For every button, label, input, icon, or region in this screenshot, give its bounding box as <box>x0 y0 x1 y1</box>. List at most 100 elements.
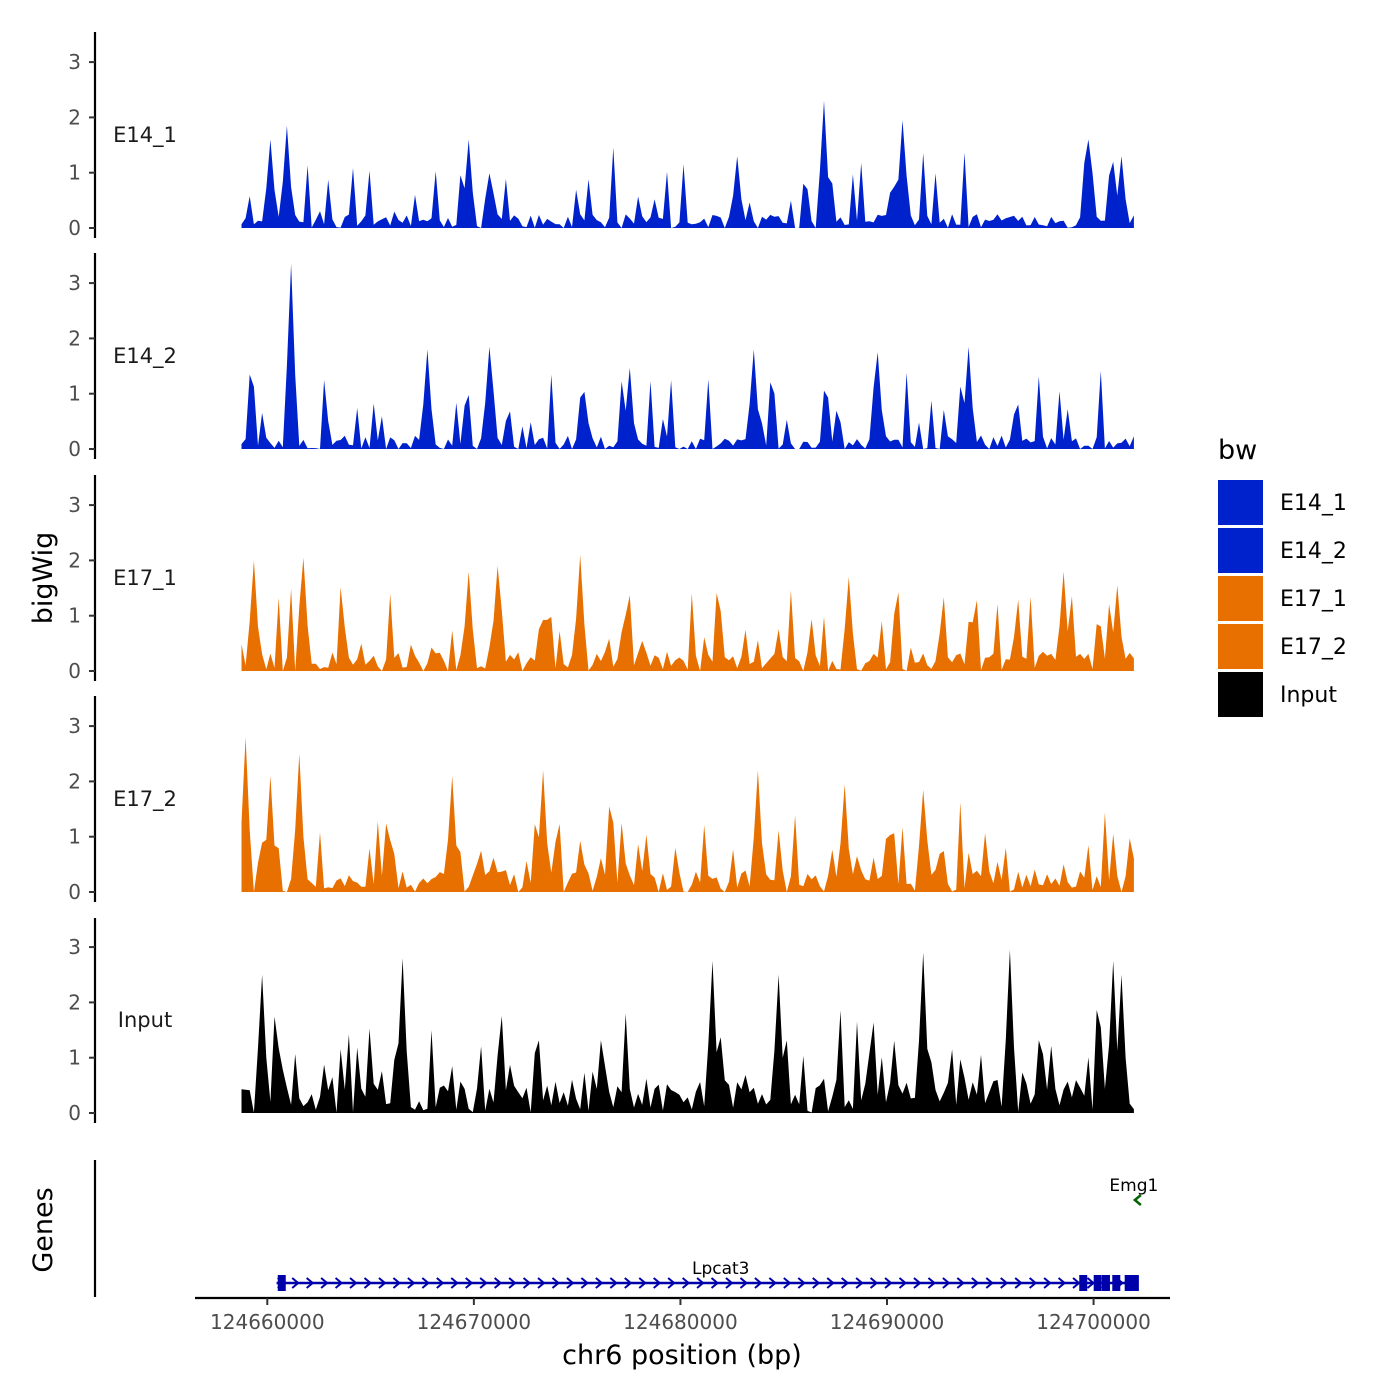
strand-arrow <box>913 1277 922 1289</box>
strand-arrow <box>667 1277 676 1289</box>
strand-arrow <box>1043 1277 1052 1289</box>
strand-arrow <box>508 1277 517 1289</box>
strand-arrow <box>884 1277 893 1289</box>
strand-arrow <box>942 1277 951 1289</box>
legend-label: Input <box>1280 683 1337 708</box>
y-tick-label: 2 <box>68 548 81 572</box>
strand-arrow <box>1072 1277 1081 1289</box>
y-tick-label: 0 <box>68 437 81 461</box>
strand-arrow <box>812 1277 821 1289</box>
strand-arrow <box>306 1277 315 1289</box>
strand-arrow <box>971 1277 980 1289</box>
track-E14_2: 0 1 2 3 E14_2 <box>68 253 1134 461</box>
strand-arrow <box>898 1277 908 1289</box>
track-label: E17_1 <box>113 566 177 591</box>
strand-arrow <box>551 1277 561 1289</box>
strand-arrow <box>927 1277 936 1289</box>
x-tick-label: 124690000 <box>830 1310 945 1334</box>
genes-axis-title: Genes <box>28 1187 59 1272</box>
strand-arrow <box>450 1277 459 1289</box>
strand-arrow <box>363 1277 373 1289</box>
strand-arrow <box>436 1277 445 1289</box>
y-tick-label: 2 <box>68 326 81 350</box>
legend-swatch <box>1218 528 1263 573</box>
strand-arrow <box>768 1277 777 1289</box>
strand-arrow <box>956 1277 965 1289</box>
strand-arrow <box>320 1277 329 1289</box>
strand-arrow <box>1028 1277 1038 1289</box>
strand-arrow <box>421 1277 430 1289</box>
y-tick-label: 2 <box>68 105 81 129</box>
y-tick-label: 3 <box>68 493 81 517</box>
y-tick-label: 3 <box>68 714 81 738</box>
y-tick-label: 0 <box>68 216 81 240</box>
strand-arrow <box>1000 1277 1009 1289</box>
track-label: E17_2 <box>113 787 177 812</box>
strand-arrow <box>479 1277 488 1289</box>
exon <box>1093 1275 1102 1291</box>
track-label: Input <box>118 1008 172 1032</box>
strand-arrow <box>985 1277 994 1289</box>
exon <box>1130 1275 1139 1291</box>
x-tick-label: 124700000 <box>1036 1310 1151 1334</box>
x-tick-label: 124680000 <box>623 1310 738 1334</box>
gene-label: Lpcat3 <box>692 1259 750 1279</box>
exon <box>277 1275 286 1291</box>
y-tick-label: 1 <box>68 382 81 406</box>
legend-title: bw <box>1218 435 1257 466</box>
y-tick-label: 3 <box>68 271 81 295</box>
strand-arrow <box>580 1277 589 1289</box>
strand-arrow <box>566 1277 575 1289</box>
y-tick-label: 0 <box>68 880 81 904</box>
strand-arrow <box>696 1277 705 1289</box>
legend-swatch <box>1218 480 1263 525</box>
strand-arrow <box>522 1277 532 1289</box>
y-tick-label: 3 <box>68 50 81 74</box>
legend-label: E14_1 <box>1280 491 1347 516</box>
x-axis-title: chr6 position (bp) <box>562 1340 802 1371</box>
strand-arrow <box>537 1277 546 1289</box>
strand-arrow <box>783 1277 792 1289</box>
track-label: E14_1 <box>113 123 177 148</box>
strand-arrow <box>681 1277 691 1289</box>
exon <box>1112 1275 1121 1291</box>
strand-arrow <box>797 1277 806 1289</box>
strand-arrow <box>739 1277 749 1289</box>
strand-arrow <box>1057 1277 1067 1289</box>
legend-entry: E14_2 <box>1218 528 1347 573</box>
strand-arrow <box>609 1277 618 1289</box>
legend-swatch <box>1218 576 1263 621</box>
legend: bw E14_1 E14_2 E17_1 E17_2 Input <box>1218 435 1347 717</box>
track-E17_1: 0 1 2 3 E17_1 <box>68 475 1134 683</box>
strand-arrow <box>653 1277 662 1289</box>
strand-arrow <box>392 1277 401 1289</box>
y-tick-label: 2 <box>68 990 81 1014</box>
y-tick-label: 1 <box>68 1046 81 1070</box>
strand-arrow <box>493 1277 503 1289</box>
strand-arrow <box>334 1277 344 1289</box>
strand-arrow <box>710 1277 720 1289</box>
strand-arrow <box>378 1277 387 1289</box>
strand-arrow <box>725 1277 734 1289</box>
strand-arrow <box>1132 1194 1142 1206</box>
y-tick-label: 2 <box>68 769 81 793</box>
coverage-area <box>241 554 1134 671</box>
strand-arrow <box>595 1277 604 1289</box>
y-tick-label: 1 <box>68 604 81 628</box>
strand-arrow <box>624 1277 633 1289</box>
strand-arrow <box>1014 1277 1023 1289</box>
gene-Emg1: Emg1 <box>1109 1176 1158 1206</box>
coverage-area <box>241 263 1134 449</box>
legend-label: E14_2 <box>1280 539 1347 564</box>
exon <box>1079 1275 1088 1291</box>
x-tick-label: 124670000 <box>417 1310 532 1334</box>
strand-arrow <box>826 1277 835 1289</box>
x-axis: 124660000 124670000 124680000 124690000 1247… <box>195 1296 1170 1334</box>
exon <box>1101 1275 1110 1291</box>
legend-swatch <box>1218 672 1263 717</box>
strand-arrow <box>841 1277 850 1289</box>
y-tick-label: 1 <box>68 825 81 849</box>
y-tick-label: 0 <box>68 1101 81 1125</box>
y-tick-label: 3 <box>68 935 81 959</box>
